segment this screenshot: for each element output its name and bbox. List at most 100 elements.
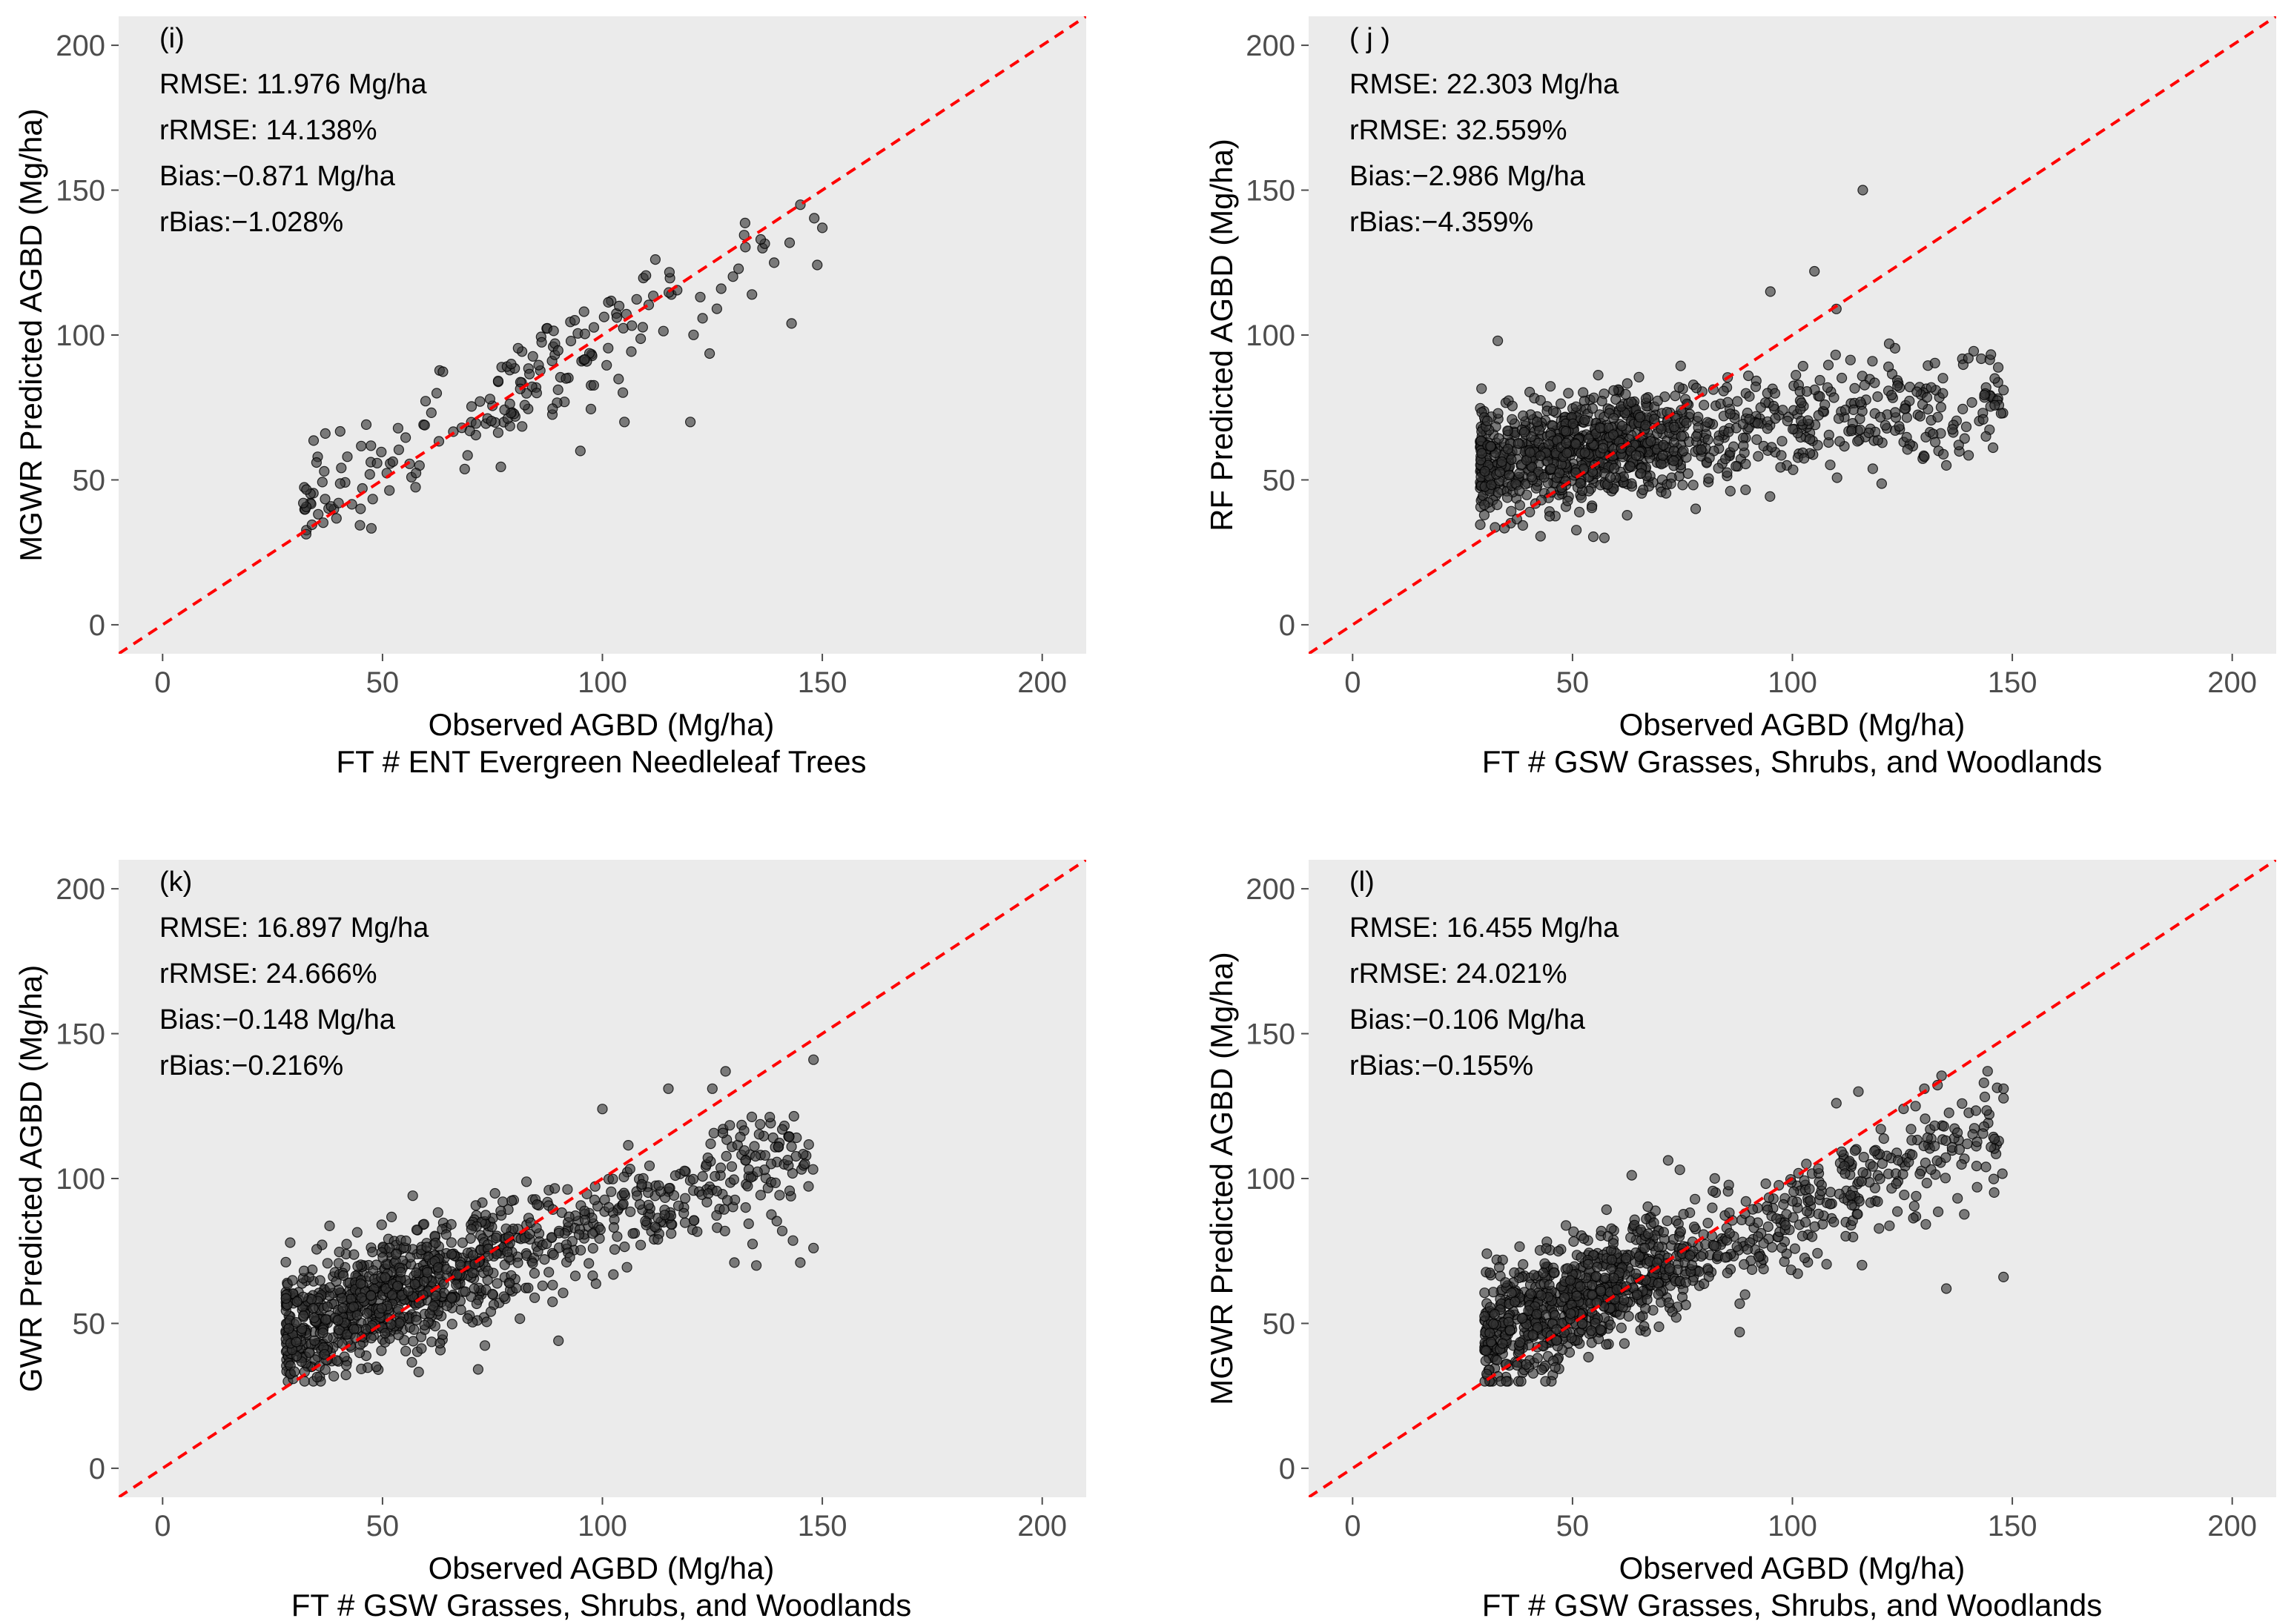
data-point: [1892, 1206, 1903, 1217]
data-point: [644, 1160, 655, 1171]
data-point: [561, 373, 572, 384]
data-point: [410, 468, 422, 479]
data-point: [440, 1229, 452, 1240]
data-point: [684, 417, 696, 428]
data-point: [603, 1202, 615, 1213]
data-point: [285, 1237, 296, 1248]
data-point: [339, 1351, 350, 1362]
data-point: [735, 1131, 746, 1143]
data-point: [446, 1249, 457, 1260]
data-point: [1682, 468, 1693, 480]
data-point: [578, 306, 589, 317]
data-point: [1752, 418, 1763, 429]
data-point: [334, 1246, 345, 1258]
data-point: [1929, 1120, 1940, 1131]
data-point: [1611, 1284, 1622, 1295]
data-point: [1825, 460, 1836, 471]
data-point: [1547, 405, 1559, 417]
data-point: [390, 1248, 402, 1260]
points-layer: [280, 1054, 819, 1387]
data-point: [1858, 1151, 1869, 1163]
data-point: [747, 1239, 758, 1250]
data-point: [1491, 1354, 1503, 1366]
data-point: [426, 407, 437, 419]
y-tick-label: 100: [56, 319, 105, 352]
data-point: [529, 1292, 541, 1303]
data-point: [1971, 1160, 1982, 1172]
data-point: [280, 1293, 291, 1305]
data-point: [1478, 500, 1490, 511]
data-point: [354, 520, 366, 531]
data-point: [523, 1282, 534, 1293]
data-point: [1868, 1161, 1879, 1172]
data-point: [1681, 417, 1692, 428]
data-point: [497, 1196, 509, 1207]
data-point: [672, 1200, 684, 1211]
data-point: [1932, 411, 1943, 422]
data-point: [774, 1190, 785, 1201]
data-point: [1867, 356, 1878, 367]
data-point: [1937, 388, 1948, 399]
data-point: [1771, 1213, 1782, 1224]
one-to-one-line: [119, 16, 1086, 654]
data-point: [1831, 1098, 1842, 1109]
data-point: [334, 425, 346, 437]
data-point: [1723, 426, 1734, 438]
data-point: [1941, 1283, 1952, 1294]
data-point: [1489, 1308, 1500, 1320]
data-point: [1538, 1267, 1549, 1279]
panel-label: (i): [159, 23, 185, 54]
data-point: [697, 1170, 708, 1182]
data-point: [666, 1228, 677, 1239]
stat-annotation: rRMSE: 24.666%: [159, 958, 377, 990]
data-point: [558, 1287, 569, 1299]
data-point: [1554, 468, 1565, 479]
data-point: [740, 242, 751, 253]
data-point: [1956, 1159, 1967, 1170]
data-point: [317, 477, 328, 488]
data-point: [1574, 506, 1585, 518]
data-point: [460, 1286, 471, 1297]
data-point: [1607, 1238, 1619, 1249]
data-point: [607, 1173, 618, 1184]
panel-label: (l): [1349, 866, 1375, 898]
data-point: [308, 1312, 320, 1324]
data-point: [1988, 442, 1999, 454]
data-point: [367, 1246, 378, 1258]
data-point: [692, 1226, 703, 1237]
stat-annotation: rBias:−0.155%: [1349, 1050, 1533, 1081]
data-point: [1979, 389, 1990, 401]
data-point: [1776, 436, 1788, 447]
data-point: [298, 1310, 309, 1322]
data-point: [729, 1257, 740, 1268]
data-point: [1562, 1263, 1573, 1274]
data-point: [1605, 1319, 1616, 1330]
data-point: [618, 1171, 629, 1183]
data-point: [1789, 1243, 1800, 1254]
data-point: [1602, 1230, 1613, 1242]
data-point: [635, 333, 647, 345]
y-tick-label: 150: [1246, 175, 1295, 208]
stat-annotation: RMSE: 22.303 Mg/ha: [1349, 69, 1619, 100]
y-tick-label: 100: [56, 1163, 105, 1196]
data-point: [564, 1252, 575, 1263]
data-point: [1690, 431, 1702, 442]
data-point: [718, 1204, 730, 1215]
data-point: [434, 1338, 446, 1349]
data-point: [799, 1158, 810, 1170]
data-point: [1506, 1287, 1517, 1299]
data-point: [1608, 413, 1619, 424]
data-point: [1854, 424, 1865, 435]
data-point: [1626, 1170, 1637, 1181]
data-point: [1989, 1187, 2000, 1199]
panel-subtitle: FT # ENT Evergreen Needleleaf Trees: [336, 744, 866, 779]
data-point: [586, 1228, 598, 1239]
data-point: [1952, 1127, 1963, 1139]
data-point: [1510, 1296, 1521, 1308]
data-point: [1872, 1196, 1883, 1207]
data-point: [618, 1199, 629, 1210]
data-point: [1604, 472, 1616, 483]
data-point: [1608, 1273, 1619, 1284]
data-point: [1595, 1324, 1606, 1335]
data-point: [430, 1290, 441, 1302]
